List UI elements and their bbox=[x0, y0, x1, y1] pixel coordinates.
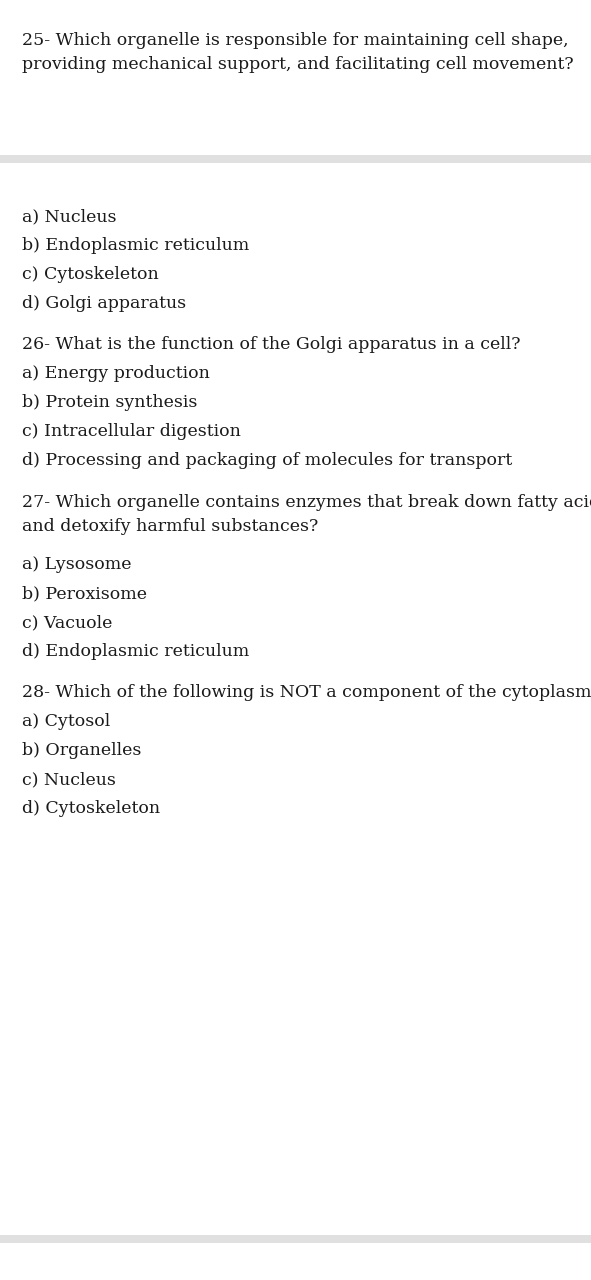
Text: d) Golgi apparatus: d) Golgi apparatus bbox=[22, 294, 186, 312]
Text: a) Cytosol: a) Cytosol bbox=[22, 713, 111, 730]
Text: d) Endoplasmic reticulum: d) Endoplasmic reticulum bbox=[22, 643, 249, 660]
Text: a) Nucleus: a) Nucleus bbox=[22, 207, 116, 225]
Bar bbox=[0, 155, 591, 163]
Text: b) Organelles: b) Organelles bbox=[22, 742, 141, 759]
Text: c) Nucleus: c) Nucleus bbox=[22, 771, 116, 788]
Text: b) Protein synthesis: b) Protein synthesis bbox=[22, 394, 197, 411]
Text: 28- Which of the following is NOT a component of the cytoplasm?: 28- Which of the following is NOT a comp… bbox=[22, 684, 591, 701]
Text: b) Endoplasmic reticulum: b) Endoplasmic reticulum bbox=[22, 237, 249, 253]
Text: providing mechanical support, and facilitating cell movement?: providing mechanical support, and facili… bbox=[22, 56, 574, 73]
Text: d) Processing and packaging of molecules for transport: d) Processing and packaging of molecules… bbox=[22, 452, 512, 468]
Bar bbox=[0, 1235, 591, 1243]
Text: 26- What is the function of the Golgi apparatus in a cell?: 26- What is the function of the Golgi ap… bbox=[22, 335, 521, 353]
Text: c) Vacuole: c) Vacuole bbox=[22, 614, 112, 631]
Text: a) Lysosome: a) Lysosome bbox=[22, 556, 132, 573]
Text: 25- Which organelle is responsible for maintaining cell shape,: 25- Which organelle is responsible for m… bbox=[22, 32, 569, 49]
Text: d) Cytoskeleton: d) Cytoskeleton bbox=[22, 800, 160, 817]
Text: and detoxify harmful substances?: and detoxify harmful substances? bbox=[22, 518, 318, 535]
Text: 27- Which organelle contains enzymes that break down fatty acids: 27- Which organelle contains enzymes tha… bbox=[22, 494, 591, 511]
Text: b) Peroxisome: b) Peroxisome bbox=[22, 585, 147, 602]
Text: c) Intracellular digestion: c) Intracellular digestion bbox=[22, 422, 241, 440]
Text: a) Energy production: a) Energy production bbox=[22, 365, 210, 381]
Text: c) Cytoskeleton: c) Cytoskeleton bbox=[22, 266, 159, 283]
